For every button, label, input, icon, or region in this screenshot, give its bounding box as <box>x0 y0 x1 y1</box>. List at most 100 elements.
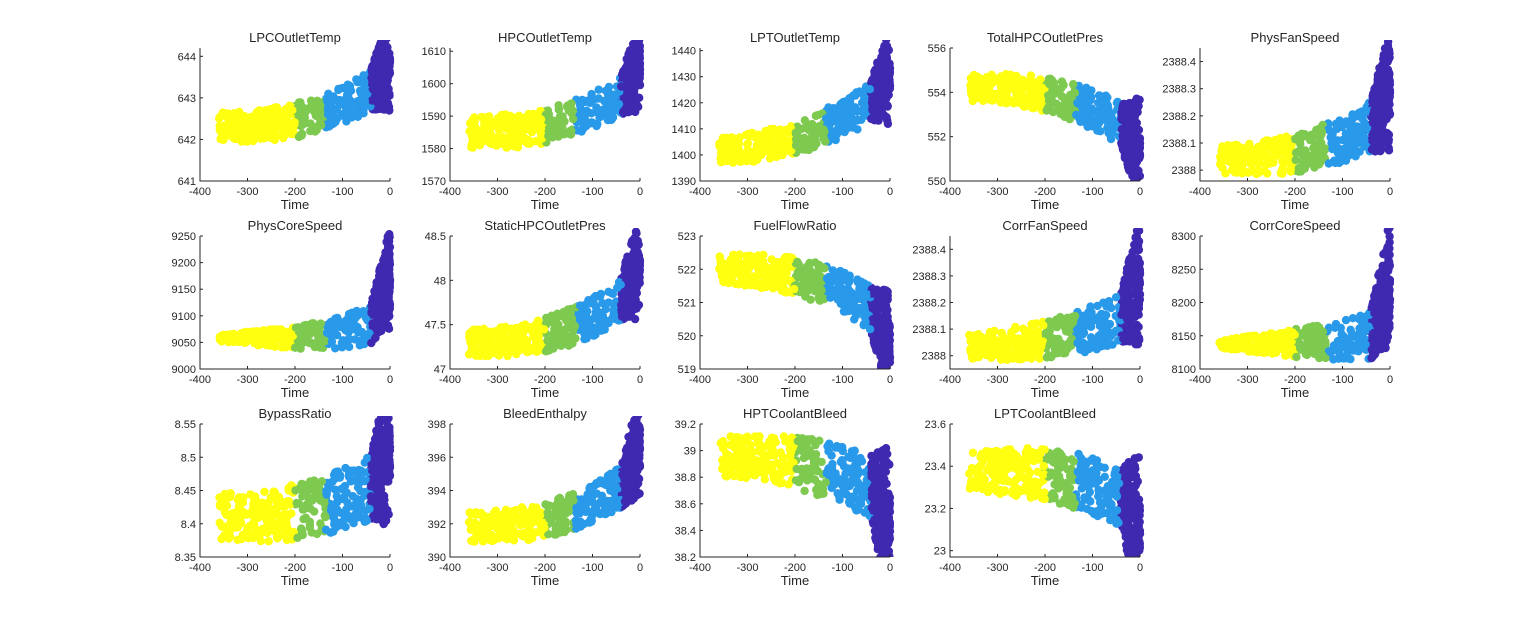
scatter-point <box>1260 152 1269 161</box>
scatter-point <box>546 127 556 136</box>
scatter-point <box>382 93 392 102</box>
scatter-point <box>485 115 494 124</box>
scatter-point <box>1029 87 1038 96</box>
scatter-point <box>381 23 389 31</box>
y-tick-label: 48.5 <box>425 231 446 243</box>
scatter-point <box>1290 134 1300 144</box>
scatter-point <box>260 331 269 340</box>
scatter-point <box>623 70 632 79</box>
scatter-point <box>490 349 500 358</box>
scatter-point <box>810 139 819 148</box>
scatter-point <box>972 79 981 88</box>
scatter-point <box>365 329 374 338</box>
scatter-point <box>782 139 792 148</box>
scatter-point <box>345 342 354 352</box>
scatter-point <box>806 295 815 304</box>
scatter-point <box>805 258 814 268</box>
scatter-point <box>600 96 609 106</box>
scatter-point <box>384 269 394 279</box>
y-tick-label: 1430 <box>672 72 696 84</box>
scatter-point <box>724 259 733 268</box>
scatter-point <box>475 137 484 146</box>
scatter-point <box>581 315 590 324</box>
scatter-point <box>834 113 844 123</box>
scatter-point <box>331 344 340 353</box>
scatter-point <box>609 306 618 315</box>
y-tick-label: 519 <box>678 364 696 376</box>
outlier-point <box>1384 49 1394 58</box>
scatter-point <box>368 307 378 316</box>
scatter-point <box>344 309 354 319</box>
scatter-point <box>1216 160 1225 169</box>
scatter-point <box>1030 101 1039 111</box>
scatter-point <box>304 328 314 338</box>
y-tick-label: 1580 <box>422 144 446 156</box>
scatter-point <box>1130 99 1140 108</box>
scatter-point <box>515 112 524 121</box>
scatter-point <box>1295 147 1304 156</box>
x-tick-label: -100 <box>581 186 603 198</box>
scatter-point <box>355 77 364 87</box>
scatter-point <box>1320 144 1329 153</box>
scatter-point <box>555 112 564 122</box>
scatter-point <box>721 152 730 162</box>
scatter-point <box>352 306 361 316</box>
scatter-point <box>870 289 879 298</box>
scatter-point <box>375 81 384 91</box>
scatter-point <box>313 326 322 336</box>
scatter-point <box>742 251 751 261</box>
y-tick-label: 554 <box>928 87 946 99</box>
x-tick-label: -200 <box>1284 186 1306 198</box>
scatter-point <box>1022 78 1032 87</box>
scatter-point <box>843 293 853 302</box>
scatter-point <box>1002 76 1011 85</box>
scatter-point <box>386 18 394 26</box>
scatter-point <box>1096 91 1105 101</box>
scatter-point <box>470 123 480 132</box>
scatter-point <box>237 131 246 140</box>
y-tick-label: 9000 <box>172 364 196 376</box>
scatter-point <box>520 335 530 344</box>
scatter-point <box>231 118 240 127</box>
scatter-point <box>378 316 387 326</box>
subplot-physcorespeed: -400 -300 -200 -100 090009050910091509200925… <box>172 218 395 400</box>
scatter-point <box>872 100 881 110</box>
scatter-point <box>327 120 336 129</box>
scatter-point <box>1294 163 1304 173</box>
scatter-point <box>1384 74 1394 83</box>
scatter-point <box>1118 112 1128 121</box>
scatter-point <box>803 286 812 296</box>
scatter-point <box>1360 142 1369 151</box>
scatter-point <box>324 101 333 111</box>
scatter-point <box>857 87 866 96</box>
scatter-point <box>773 131 782 140</box>
scatter-point <box>376 69 386 79</box>
scatter-point <box>371 333 380 342</box>
scatter-point <box>1376 146 1385 155</box>
scatter-point <box>567 126 576 135</box>
scatter-point <box>554 105 564 114</box>
scatter-point <box>1047 76 1057 85</box>
scatter-point <box>587 109 596 118</box>
scatter-point <box>789 284 799 294</box>
scatter-point <box>756 268 765 277</box>
x-tick-label: -100 <box>831 374 853 386</box>
scatter-point <box>514 135 524 144</box>
scatter-point <box>271 115 281 124</box>
scatter-point <box>378 104 387 114</box>
y-tick-label: 48 <box>434 275 446 287</box>
scatter-point <box>633 237 642 246</box>
scatter-point <box>1036 75 1045 84</box>
y-tick-label: 47 <box>434 364 446 376</box>
x-tick-label: -100 <box>1331 186 1353 198</box>
scatter-point <box>381 25 389 33</box>
scatter-point <box>316 121 326 130</box>
scatter-point <box>633 26 641 34</box>
scatter-point <box>745 131 755 140</box>
scatter-point <box>1283 147 1293 156</box>
scatter-point <box>883 334 892 344</box>
scatter-point <box>1124 119 1133 128</box>
scatter-point <box>1381 137 1391 146</box>
scatter-point <box>873 61 883 71</box>
scatter-point <box>1269 158 1278 167</box>
